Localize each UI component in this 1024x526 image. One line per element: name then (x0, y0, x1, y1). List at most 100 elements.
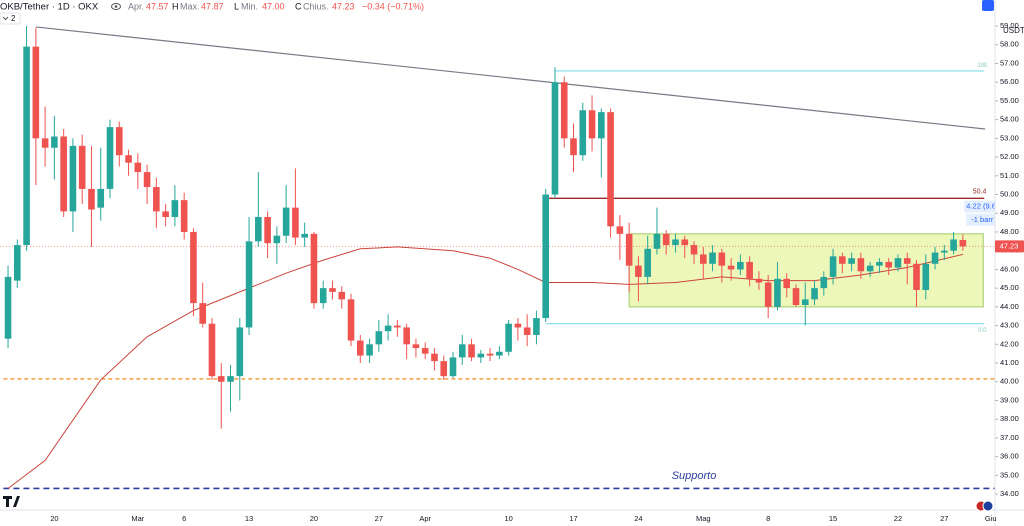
candle-body (801, 299, 809, 305)
candle-body (931, 252, 939, 264)
high-label: Max. (180, 1, 200, 11)
candle-body (746, 261, 753, 279)
change: −0.34 (−0.71%) (362, 1, 424, 11)
candle-body (737, 261, 744, 270)
candle-body (718, 252, 726, 266)
y-tick-label: 51.00 (1000, 171, 1019, 180)
candle-body (329, 288, 336, 292)
candle-body (69, 145, 77, 212)
candle-body (839, 256, 846, 264)
candle-body (51, 136, 58, 148)
y-tick-label: 39.00 (1000, 395, 1019, 404)
candle-body (857, 258, 865, 272)
candle-body (514, 323, 522, 328)
y-tick-label: 35.00 (1000, 470, 1019, 479)
annotation: 50.4 (973, 189, 987, 196)
currency[interactable]: USDT (1003, 26, 1024, 35)
candle-body (255, 216, 262, 242)
low-letter: L (234, 1, 239, 11)
y-tick-label: 49.00 (1000, 208, 1019, 217)
candle-body (347, 299, 355, 341)
candle-body (458, 344, 466, 358)
y-tick-label: 38.00 (1000, 414, 1019, 423)
candle-body (477, 353, 485, 358)
y-tick-label: 52.00 (1000, 152, 1019, 161)
y-tick-label: 42.00 (1000, 339, 1019, 348)
candle-body (14, 245, 21, 281)
candle-body (190, 231, 197, 304)
measure-bars: -1 barr (971, 215, 994, 224)
candle-body (227, 376, 234, 382)
candle-body (4, 276, 12, 339)
chevron (2, 16, 9, 21)
candle-body (755, 278, 763, 283)
candle-body (876, 261, 883, 266)
indicator-count: 2 (11, 14, 16, 23)
candle-body (959, 240, 967, 247)
legend: OKB/Tether · 1D · OKX Apr. 47.57 H Max. … (0, 0, 430, 25)
candle-body (764, 282, 772, 307)
y-tick-label: 57.00 (1000, 58, 1019, 67)
candle-body (310, 233, 318, 304)
measure-bg (964, 200, 995, 213)
tv-logo (3, 496, 20, 507)
candle-body (635, 265, 642, 277)
x-tick-label: 15 (829, 514, 837, 523)
legend-bg (0, 0, 430, 13)
candle-body (560, 82, 568, 139)
y-tick-label: 44.00 (1000, 302, 1019, 311)
indicators-toggle[interactable] (0, 12, 21, 25)
candle-body (97, 188, 105, 208)
candle-body (950, 239, 957, 251)
candle-body (282, 207, 290, 236)
x-tick-label: Mar (131, 514, 144, 523)
annotation: 100 (977, 63, 988, 69)
candle-body (236, 327, 244, 377)
candle-body (894, 258, 902, 268)
candle-body (32, 46, 40, 139)
x-tick-label: 22 (894, 514, 902, 523)
candle-body (449, 357, 457, 377)
x-tick-label: 24 (634, 514, 642, 523)
y-tick-label: 56.00 (1000, 77, 1019, 86)
y-tick-label: 45.00 (1000, 283, 1019, 292)
candle-body (394, 325, 401, 328)
candle-body (903, 258, 911, 264)
candle-body (301, 233, 308, 238)
candle-body (542, 194, 550, 319)
candle-body (356, 340, 364, 356)
candle-body (709, 252, 716, 264)
candle-body (783, 278, 791, 289)
y-tick-label: 34.00 (1000, 489, 1019, 498)
x-tick-label: 6 (182, 514, 186, 523)
candle-body (273, 235, 281, 244)
y-tick-label: 41.00 (1000, 358, 1019, 367)
high-letter: H (172, 1, 179, 11)
y-tick-label: 43.00 (1000, 321, 1019, 330)
candle-body (421, 348, 429, 354)
settings-icon[interactable] (982, 0, 994, 11)
price-tag-label: 47.23 (1000, 241, 1019, 250)
candle-body (570, 138, 577, 156)
x-tick-label: 20 (50, 514, 58, 523)
price-axis: 34.00 35.00 36.00 37.00 38.00 39.00 40.00 41.00… (995, 21, 1019, 498)
candle-body (60, 136, 67, 212)
close-letter: C (295, 1, 302, 11)
candle-body (468, 344, 475, 358)
candle-body (78, 145, 86, 189)
candle-body (88, 188, 95, 210)
candle-body (171, 200, 179, 217)
candle-body (125, 155, 132, 163)
measure-bg (966, 213, 995, 226)
candle-body (505, 323, 512, 352)
candle-body (338, 291, 346, 300)
x-tick-label: 8 (766, 514, 770, 523)
x-tick-label: Mag (696, 514, 711, 523)
candle-body (440, 361, 448, 377)
candle-body (727, 265, 735, 270)
candle-body (672, 239, 679, 246)
close-value: 47.23 (332, 1, 355, 11)
candle-body (217, 376, 225, 382)
y-tick-label: 58.00 (1000, 40, 1019, 49)
eye-icon[interactable] (111, 3, 121, 10)
